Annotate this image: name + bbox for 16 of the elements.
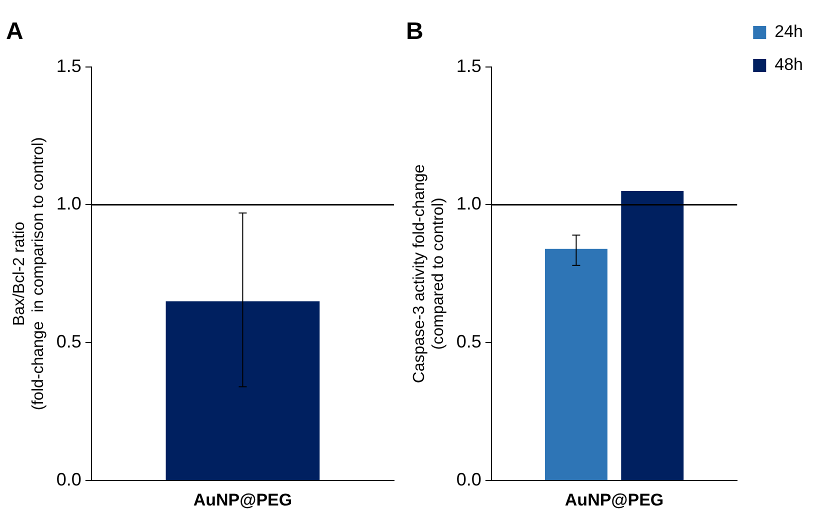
chart-title: B [406,18,424,46]
y-tick-label: 0.0 [56,470,82,490]
y-tick-label: 0.0 [456,470,482,490]
x-tick-label: AuNP@PEG [564,490,664,510]
y-tick-label: 1.5 [456,56,482,76]
y-axis-title: Bax/Bcl-2 ratio (fold-change in comparison to control) [11,137,48,410]
x-tick-label: AuNP@PEG [193,490,292,510]
y-axis-title: Caspase-3 activity fold-change (compared to control) [411,164,448,384]
y-tick-label: 1.0 [56,194,82,214]
y-tick-label: 1.0 [456,194,482,214]
chart-title: A [6,18,24,46]
legend-label: 48h [774,55,804,74]
y-tick-label: 0.5 [56,332,82,352]
y-tick-label: 1.5 [56,56,82,76]
legend-label: 24h [774,22,804,42]
y-tick-label: 0.5 [456,332,482,352]
